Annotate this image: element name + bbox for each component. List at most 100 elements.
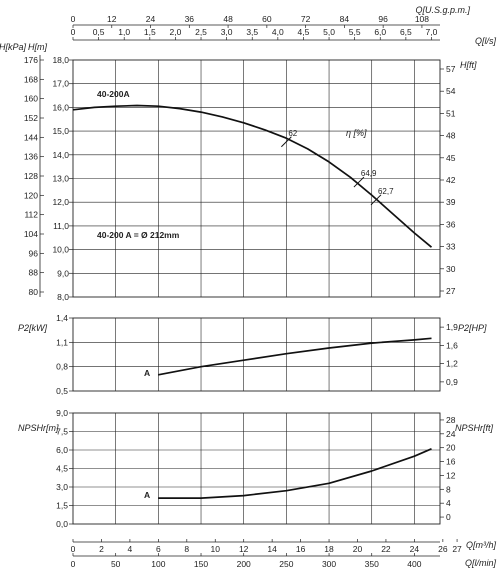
y-right-tick-label: 16	[446, 457, 456, 467]
y-kpa-axis-label: H[kPa]	[0, 42, 26, 52]
x-top2-axis-label: Q[U.S.g.p.m.]	[415, 5, 470, 15]
y-right-tick-label: 48	[446, 131, 456, 141]
y-left-tick-label: 18,0	[52, 55, 69, 65]
x-top-tick-label: 3,5	[246, 27, 258, 37]
x-top-tick-label: 5,0	[323, 27, 335, 37]
x-top2-tick-label: 84	[340, 14, 350, 24]
y-left-tick-label: 8,0	[57, 292, 69, 302]
x-bottom-tick-label: 0	[71, 559, 76, 569]
npsh-curve	[158, 448, 432, 499]
y-left-tick-label: 1,5	[56, 501, 68, 511]
y-left-tick-label: 15,0	[52, 126, 69, 136]
y-left-tick-label: 13,0	[52, 174, 69, 184]
y-left-tick-label: 3,0	[56, 482, 68, 492]
x-top2-tick-label: 12	[107, 14, 117, 24]
x-top2-tick-label: 60	[262, 14, 272, 24]
x-bottom2-tick-label: 14	[267, 544, 277, 554]
kpa-tick-label: 144	[24, 132, 38, 142]
y-right-tick-label: 24	[446, 429, 456, 439]
y-right-tick-label: 27	[446, 286, 456, 296]
npsh-y-right-label: NPSHr[ft]	[455, 423, 494, 433]
curve-label: 40-200 A = Ø 212mm	[97, 230, 180, 240]
x-bottom2-tick-label: 22	[381, 544, 391, 554]
kpa-tick-label: 128	[24, 171, 38, 181]
y-right-tick-label: 33	[446, 242, 456, 252]
y-left-tick-label: 1,1	[56, 337, 68, 347]
efficiency-label: 62,7	[378, 187, 394, 196]
y-right-tick-label: 20	[446, 443, 456, 453]
x-top2-tick-label: 24	[146, 14, 156, 24]
x-top-tick-label: 2,5	[195, 27, 207, 37]
y-right-tick-label: 42	[446, 175, 456, 185]
panel-frame	[72, 317, 441, 392]
x-bottom-tick-label: 150	[194, 559, 208, 569]
power-curve-label: A	[144, 368, 150, 378]
kpa-tick-label: 120	[24, 190, 38, 200]
x-top2-tick-label: 36	[185, 14, 195, 24]
x-top-tick-label: 3,0	[221, 27, 233, 37]
x-bottom-tick-label: 200	[237, 559, 251, 569]
y-right-tick-label: 51	[446, 108, 456, 118]
x-bottom2-tick-label: 4	[128, 544, 133, 554]
x-top-tick-label: 7,0	[426, 27, 438, 37]
x-top-tick-label: 4,5	[298, 27, 310, 37]
x-bottom-axis-label: Q[l/min]	[465, 558, 497, 568]
y-left-tick-label: 1,4	[56, 313, 68, 323]
kpa-tick-label: 136	[24, 152, 38, 162]
power-y-right-label: P2[HP]	[458, 323, 487, 333]
kpa-tick-label: 80	[29, 287, 39, 297]
x-bottom2-tick-label: 6	[156, 544, 161, 554]
y-right-tick-label: 0	[446, 512, 451, 522]
x-bottom2-tick-label: 24	[410, 544, 420, 554]
grid-layer	[39, 24, 458, 557]
x-top2-tick-label: 48	[223, 14, 233, 24]
x-bottom2-tick-label: 12	[239, 544, 249, 554]
efficiency-tick-mark	[353, 176, 365, 188]
y-right-tick-label: 4	[446, 498, 451, 508]
y-left-tick-label: 7,5	[56, 427, 68, 437]
x-top-tick-label: 0	[71, 27, 76, 37]
x-bottom2-tick-label: 26	[438, 544, 448, 554]
y-right-tick-label: 0,9	[446, 377, 458, 387]
x-top-tick-label: 6,5	[400, 27, 412, 37]
y-right-tick-label: 54	[446, 86, 456, 96]
y-right-tick-label: 1,2	[446, 359, 458, 369]
x-top2-tick-label: 96	[378, 14, 388, 24]
y-right-tick-label: 57	[446, 64, 456, 74]
text-layer: Q[U.S.g.p.m.] Q[l/s] H[kPa] H[m] H[ft] 4…	[0, 5, 496, 569]
kpa-tick-label: 96	[29, 248, 39, 258]
efficiency-tick-mark	[281, 136, 292, 148]
x-bottom2-tick-label: 18	[324, 544, 334, 554]
x-bottom-tick-label: 50	[111, 559, 121, 569]
kpa-tick-label: 104	[24, 229, 38, 239]
y-left-tick-label: 6,0	[56, 445, 68, 455]
y-left-tick-label: 4,5	[56, 464, 68, 474]
x-bottom-tick-label: 100	[151, 559, 165, 569]
npsh-curve-label: A	[144, 490, 150, 500]
x-top-tick-label: 5,5	[349, 27, 361, 37]
npsh-y-left-label: NPSHr[m]	[18, 423, 59, 433]
x-bottom-tick-label: 300	[322, 559, 336, 569]
efficiency-tick-mark	[370, 194, 382, 206]
x-top-tick-label: 4,0	[272, 27, 284, 37]
y-left-tick-label: 11,0	[53, 221, 69, 231]
x-top-tick-label: 2,0	[170, 27, 182, 37]
y-right-tick-label: 1,9	[446, 322, 458, 332]
x-bottom2-axis-label: Q[m³/h]	[466, 540, 497, 550]
y-left-tick-label: 0,0	[56, 519, 68, 529]
y-left-tick-label: 0,8	[56, 362, 68, 372]
x-top-tick-label: 1,5	[144, 27, 156, 37]
power-curve	[158, 337, 432, 376]
y-left-tick-label: 0,5	[56, 386, 68, 396]
y-right-tick-label: 8	[446, 484, 451, 494]
x-bottom2-tick-label: 16	[296, 544, 306, 554]
x-top-tick-label: 0,5	[93, 27, 105, 37]
y-right-tick-label: 1,6	[446, 340, 458, 350]
y-left-tick-label: 17,0	[52, 79, 69, 89]
x-top-tick-label: 6,0	[374, 27, 386, 37]
x-top2-tick-label: 0	[71, 14, 76, 24]
efficiency-axis-label: η [%]	[346, 128, 367, 138]
y-right-tick-label: 30	[446, 264, 456, 274]
x-top2-tick-label: 72	[301, 14, 311, 24]
